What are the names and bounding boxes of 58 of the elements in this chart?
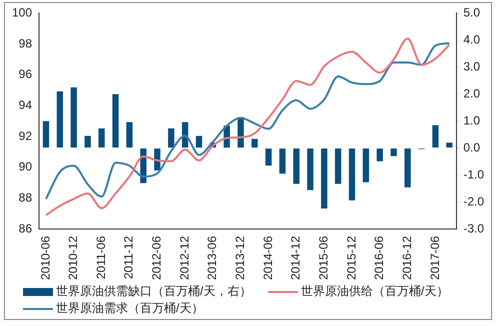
y-tick-label: 90 [18, 160, 32, 174]
bar [390, 148, 397, 156]
y-tick-label: 98 [18, 36, 32, 50]
x-tick-label: 2011-06 [94, 236, 108, 280]
x-tick-label: 2010-06 [38, 236, 52, 280]
y2-tick-label: -3.0 [463, 221, 484, 236]
bar [446, 142, 452, 148]
bar [279, 148, 286, 174]
x-tick-label: 2011-12 [122, 236, 136, 280]
y-tick-label: 92 [18, 128, 32, 143]
y-tick-label: 94 [18, 98, 32, 112]
bar [265, 148, 272, 166]
y2-tick-label: 2.0 [463, 86, 480, 100]
bar [432, 125, 439, 148]
x-tick-label: 2010-12 [66, 236, 80, 280]
bar [307, 148, 314, 190]
bar [56, 91, 64, 148]
y-tick-label: 100 [12, 6, 32, 20]
bar [348, 148, 356, 200]
y-tick-label: 86 [18, 221, 32, 236]
x-tick-label: 2013-06 [205, 236, 220, 280]
bar [168, 128, 174, 148]
y-tick-label: 88 [18, 190, 32, 204]
bar [196, 136, 202, 148]
y2-tick-label: 4.0 [463, 32, 480, 46]
bar [334, 148, 342, 184]
x-tick-label: 2014-06 [260, 236, 275, 280]
x-tick-label: 2016-06 [372, 236, 386, 280]
bar [362, 148, 370, 182]
bar [376, 148, 383, 162]
bar [293, 148, 300, 184]
legend-label: 世界原油供需缺口（百万桶/天，右） [56, 283, 252, 300]
bar [70, 87, 77, 148]
y2-tick-label: 3.0 [463, 59, 480, 74]
bar [126, 122, 133, 148]
y2-tick-label: 1.0 [463, 113, 480, 128]
bar [98, 128, 105, 148]
y-tick-label: 96 [18, 67, 32, 82]
x-tick-label: 2012-12 [177, 236, 192, 280]
bar [404, 148, 411, 188]
legend-label: 世界原油供给（百万桶/天） [301, 283, 448, 300]
x-tick-label: 2016-12 [400, 236, 414, 280]
bar [112, 94, 119, 148]
x-tick-label: 2015-12 [344, 236, 358, 280]
y2-tick-label: 5.0 [463, 6, 480, 20]
legend-label: 世界原油需求（百万桶/天） [56, 300, 204, 317]
x-tick-label: 2013-12 [233, 236, 248, 280]
x-tick-label: 2015-06 [316, 236, 330, 280]
bar [321, 148, 328, 208]
bar [84, 136, 91, 148]
y2-tick-label: 0.0 [463, 140, 480, 154]
y2-tick-label: -1.0 [463, 167, 484, 182]
x-tick-label: 2012-06 [150, 236, 164, 280]
bar [42, 121, 50, 148]
x-tick-label: 2014-12 [288, 236, 303, 280]
x-tick-label: 2017-06 [428, 236, 442, 280]
bar [251, 138, 258, 148]
y2-tick-label: -2.0 [463, 194, 484, 208]
